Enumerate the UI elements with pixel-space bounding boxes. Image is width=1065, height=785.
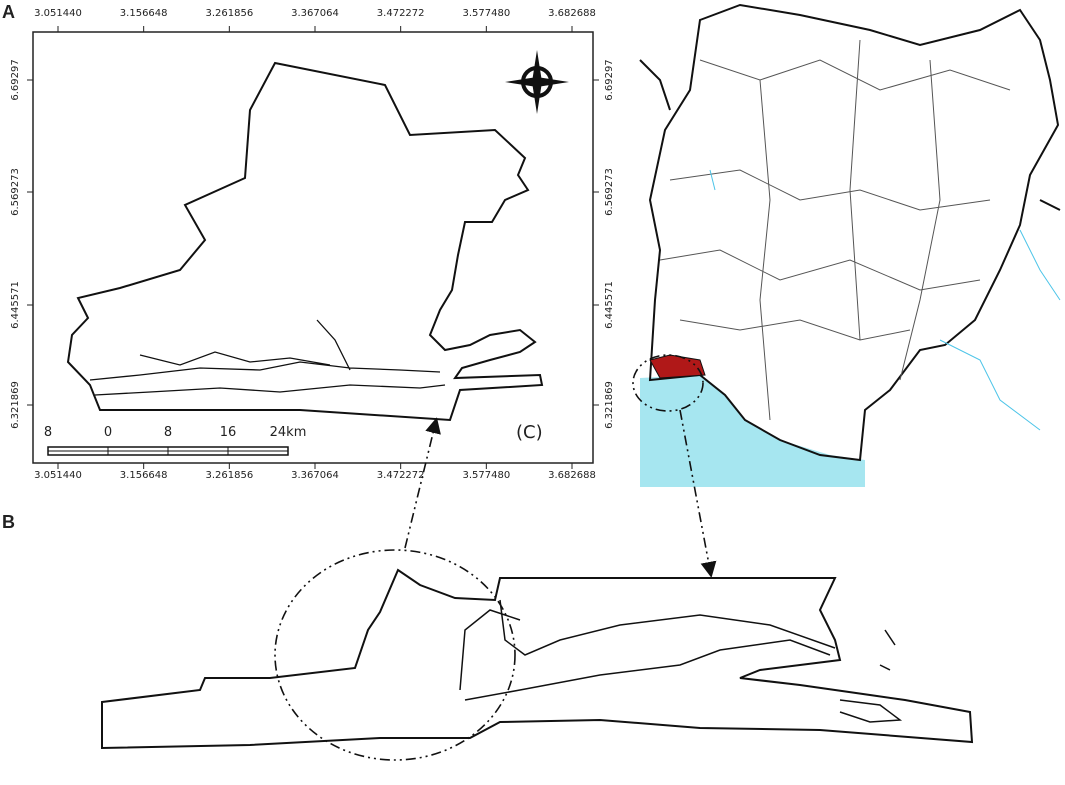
y-tick-label: 6.569273 [604,168,615,216]
x-tick-label: 3.367064 [291,470,339,481]
nigeria-map [639,3,1061,487]
scale-labels: 8 0 8 16 24km [44,425,307,455]
x-tick-label: 3.051440 [34,470,82,481]
lagos-outline-b [101,568,974,750]
panel-label: A [2,2,15,22]
x-tick-label: 3.367064 [291,8,339,19]
tick-group: 3.051440 3.051440 3.156648 3.156648 3.261856… [10,8,615,481]
map-frame [32,31,594,464]
x-tick-label: 3.472272 [377,470,425,481]
scale-label: 0 [104,425,112,440]
y-tick-label: 6.321869 [10,381,21,429]
x-tick-label: 3.472272 [377,8,425,19]
y-tick-label: 6.69297 [10,59,21,100]
x-tick-label: 3.261856 [205,470,253,481]
y-tick-label: 6.445571 [10,281,21,329]
y-tick-label: 6.569273 [10,168,21,216]
y-tick-label: 6.445571 [604,281,615,329]
panel-label: B [2,512,15,532]
x-tick-label: 3.682688 [548,8,596,19]
lagoon [89,319,446,396]
y-tick-label: 6.321869 [604,381,615,429]
x-tick-label: 3.156648 [120,8,168,19]
arrow [679,409,717,578]
x-tick-label: 3.156648 [120,470,168,481]
map-label: (C) [516,422,543,443]
arrow [404,417,441,549]
x-tick-label: 3.577480 [462,470,510,481]
x-tick-label: 3.051440 [34,8,82,19]
x-tick-label: 3.261856 [205,8,253,19]
x-tick-label: 3.577480 [462,8,510,19]
scale-label: 16 [220,425,237,440]
x-tick-label: 3.682688 [548,470,596,481]
highlight-circle [632,354,704,412]
scale-label: 8 [164,425,172,440]
lagos-outline [66,61,544,422]
scale-label: 8 [44,425,52,440]
lagoon-b [459,599,903,723]
y-tick-label: 6.69297 [604,59,615,100]
scale-label: 24km [270,425,307,440]
compass [505,50,569,114]
highlight-circle-b [274,549,516,761]
